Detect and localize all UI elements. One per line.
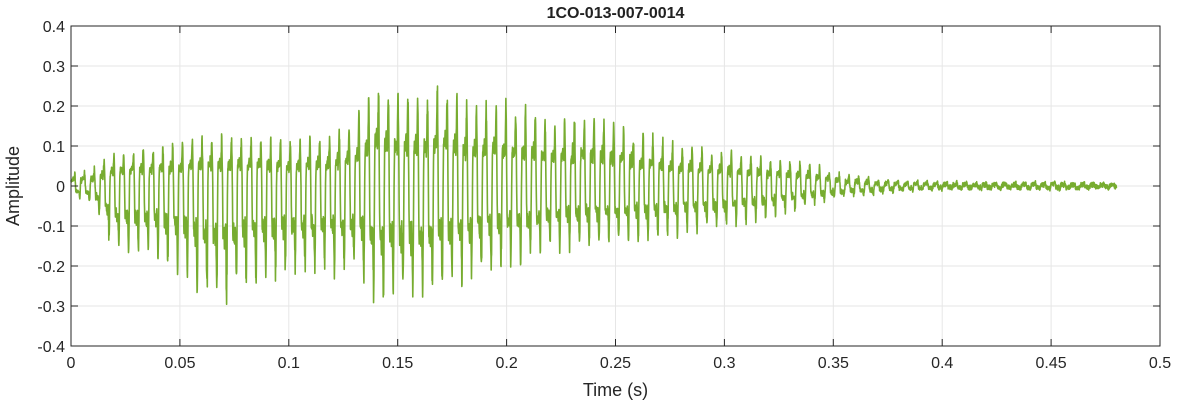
x-tick-label: 0.4 — [931, 355, 953, 372]
x-tick-label: 0.3 — [713, 355, 735, 372]
y-tick-label: 0.1 — [43, 139, 65, 156]
x-tick-label: 0.05 — [164, 355, 195, 372]
x-tick-label: 0.25 — [600, 355, 631, 372]
y-tick-label: 0 — [56, 179, 65, 196]
y-tick-label: 0.3 — [43, 59, 65, 76]
x-tick-label: 0.35 — [818, 355, 849, 372]
y-tick-label: -0.4 — [37, 339, 65, 356]
series-line — [70, 85, 1118, 306]
x-tick-label: 0.45 — [1036, 355, 1067, 372]
y-tick-label: -0.2 — [37, 259, 65, 276]
chart-title: 1CO-013-007-0014 — [547, 5, 685, 22]
x-tick-label: 0.5 — [1149, 355, 1171, 372]
x-tick-label: 0.15 — [382, 355, 413, 372]
signal-layer — [70, 85, 1118, 306]
y-axis-label: Amplitude — [3, 146, 23, 226]
y-tick-label: 0.2 — [43, 99, 65, 116]
y-tick-label: -0.1 — [37, 219, 65, 236]
tick-layer: 0 0.05 0.1 0.15 0.2 0.25 0.3 0.35 0.4 0.45 0.5 -0.4… — [37, 19, 1171, 372]
x-tick-label: 0 — [67, 355, 76, 372]
y-tick-label: -0.3 — [37, 299, 65, 316]
x-tick-label: 0.1 — [278, 355, 300, 372]
x-tick-label: 0.2 — [495, 355, 517, 372]
y-tick-label: 0.4 — [43, 19, 65, 36]
x-axis-label: Time (s) — [583, 380, 648, 400]
